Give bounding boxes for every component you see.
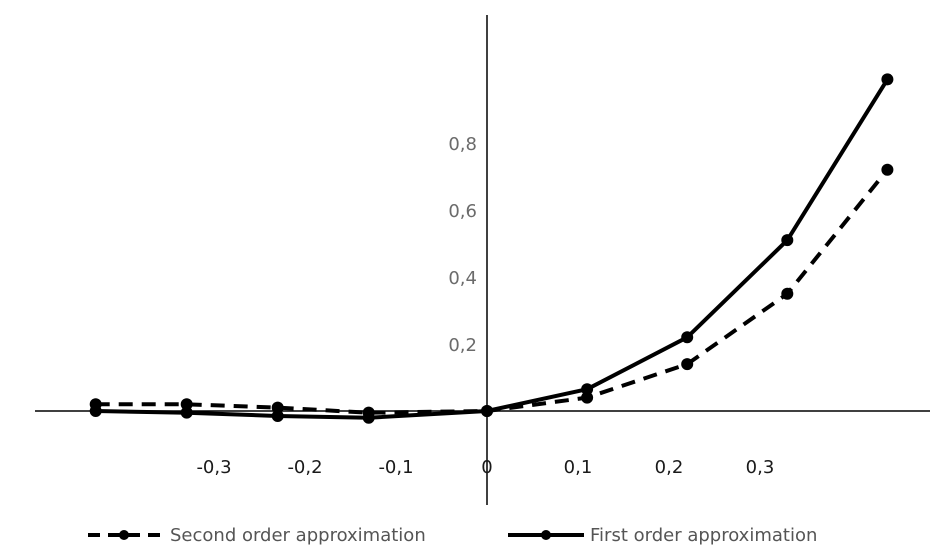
data-point bbox=[581, 391, 594, 404]
data-point bbox=[781, 287, 794, 300]
data-point bbox=[781, 234, 794, 247]
legend-item-first-order: First order approximation bbox=[508, 525, 817, 545]
data-point bbox=[271, 410, 284, 423]
x-tick-label: -0,3 bbox=[196, 457, 231, 478]
y-tick-label: 0,8 bbox=[448, 134, 477, 155]
x-tick-label: 0 bbox=[481, 457, 492, 478]
x-tick-label: 0,2 bbox=[655, 457, 684, 478]
series-layer bbox=[89, 73, 894, 424]
series-first-order bbox=[89, 73, 894, 424]
series-line-solid bbox=[95, 78, 890, 420]
y-tick-label: 0,6 bbox=[448, 201, 477, 222]
y-tick-label: 0,4 bbox=[448, 268, 477, 289]
data-point bbox=[362, 411, 375, 424]
data-point bbox=[681, 358, 694, 371]
legend-marker-solid bbox=[541, 530, 551, 540]
data-point bbox=[881, 73, 894, 86]
x-tick-label: 0,3 bbox=[746, 457, 775, 478]
x-tick-label: -0,1 bbox=[378, 457, 413, 478]
data-point bbox=[89, 405, 102, 417]
series-second-order bbox=[89, 163, 894, 419]
data-point bbox=[180, 398, 193, 411]
data-point bbox=[681, 331, 694, 344]
legend-label-first-order: First order approximation bbox=[590, 525, 817, 545]
x-tick-label: 0,1 bbox=[564, 457, 593, 478]
legend-label-second-order: Second order approximation bbox=[170, 525, 426, 545]
data-point bbox=[271, 401, 284, 414]
series-line-dashed bbox=[95, 168, 889, 415]
data-point bbox=[180, 406, 193, 419]
legend-item-second-order: Second order approximation bbox=[88, 525, 426, 545]
x-tick-label: -0,2 bbox=[287, 457, 322, 478]
data-point bbox=[481, 405, 493, 417]
x-tick-labels: -0,3 -0,2 -0,1 0 0,1 0,2 0,3 bbox=[196, 457, 774, 478]
legend-marker-dashed bbox=[119, 530, 129, 540]
data-point bbox=[581, 383, 594, 396]
axes bbox=[35, 15, 930, 505]
y-tick-labels: 0,2 0,4 0,6 0,8 bbox=[448, 134, 477, 356]
data-point bbox=[881, 163, 894, 176]
legend: Second order approximation First order a… bbox=[88, 525, 817, 545]
y-tick-label: 0,2 bbox=[448, 335, 477, 356]
